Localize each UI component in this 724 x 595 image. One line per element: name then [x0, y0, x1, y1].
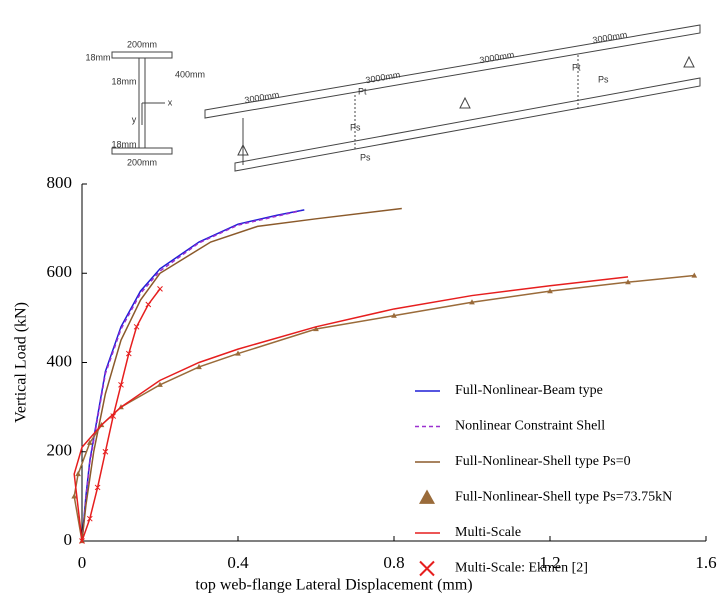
- point-marker: [102, 448, 109, 455]
- series-line: [73, 276, 629, 542]
- point-marker: [157, 286, 163, 292]
- section-label: 200mm: [127, 39, 157, 49]
- section-label: y: [132, 114, 137, 124]
- point-marker: [86, 515, 93, 522]
- series-line: [81, 210, 301, 542]
- support: [683, 55, 695, 68]
- legend-label: Multi-Scale: [455, 525, 521, 540]
- load-label: Pt: [358, 86, 367, 96]
- point-marker: [313, 326, 319, 332]
- load-label: Ps: [598, 74, 609, 84]
- legend-label: Full-Nonlinear-Beam type: [455, 383, 603, 398]
- span-label: 3000mm: [365, 69, 401, 85]
- span-label: 3000mm: [592, 29, 628, 45]
- legend-label: Full-Nonlinear-Shell type Ps=73.75kN: [455, 490, 672, 505]
- point-marker: [547, 288, 553, 294]
- y-tick-label: 400: [47, 351, 73, 370]
- series-line: [81, 209, 305, 542]
- point-marker: [235, 350, 241, 356]
- section-label: 18mm: [85, 52, 110, 62]
- x-axis-label: top web-flange Lateral Displacement (mm): [195, 577, 472, 594]
- point-marker: [75, 471, 81, 477]
- point-marker: [157, 381, 163, 387]
- beam-diagram: 200mm 18mm 18mm 400mm x y 18mm 200mm 3000mm 3000m…: [85, 24, 701, 172]
- bottom-flange: [111, 147, 173, 155]
- top-flange: [111, 51, 173, 59]
- section-label: 18mm: [111, 76, 136, 86]
- section-label: 18mm: [111, 139, 136, 149]
- y-tick-label: 800: [47, 173, 73, 192]
- y-axis-label: Vertical Load (kN): [13, 302, 30, 423]
- y-tick-label: 600: [47, 262, 73, 281]
- x-tick-label: 0: [78, 553, 87, 572]
- point-marker: [391, 312, 397, 318]
- legend-marker: [419, 560, 435, 577]
- section-label: x: [168, 97, 173, 107]
- legend-marker: [419, 489, 435, 504]
- load-label: Ps: [360, 152, 371, 162]
- support: [237, 143, 249, 156]
- point-marker: [469, 299, 475, 305]
- load-label: Pt: [572, 62, 581, 72]
- beam-top: [204, 24, 701, 119]
- point-marker: [133, 323, 140, 330]
- legend-label: Full-Nonlinear-Shell type Ps=0: [455, 454, 631, 469]
- x-tick-label: 0.4: [227, 553, 249, 572]
- section-label: 200mm: [127, 157, 157, 167]
- y-tick-label: 0: [64, 530, 73, 549]
- point-marker: [79, 538, 85, 544]
- point-marker: [110, 413, 117, 419]
- point-marker: [71, 493, 78, 499]
- span-label: 3000mm: [244, 89, 280, 105]
- support: [459, 96, 471, 109]
- beam-bottom: [234, 77, 701, 172]
- x-tick-label: 0.8: [383, 553, 404, 572]
- point-marker: [196, 363, 202, 370]
- x-tick-label: 1.6: [695, 553, 716, 572]
- series-line: [81, 207, 402, 542]
- series-line: [81, 288, 161, 542]
- point-marker: [625, 279, 631, 285]
- span-label: 3000mm: [479, 49, 515, 65]
- point-marker: [118, 381, 124, 388]
- legend-label: Nonlinear Constraint Shell: [455, 419, 605, 434]
- legend-label: Multi-Scale: Ekmen [2]: [455, 561, 588, 576]
- point-marker: [691, 272, 698, 278]
- plot: 0 200 400 600 800 0 0.4 0.8 1.2 1.6 top web-flange…: [13, 173, 717, 594]
- y-tick-label: 200: [47, 441, 73, 460]
- load-label: Ps: [350, 122, 361, 132]
- point-marker: [145, 301, 152, 308]
- point-marker: [94, 484, 101, 491]
- x-tick-label: 1.2: [539, 553, 560, 572]
- point-marker: [86, 439, 93, 445]
- point-marker: [125, 350, 132, 357]
- section-label: 400mm: [175, 69, 205, 79]
